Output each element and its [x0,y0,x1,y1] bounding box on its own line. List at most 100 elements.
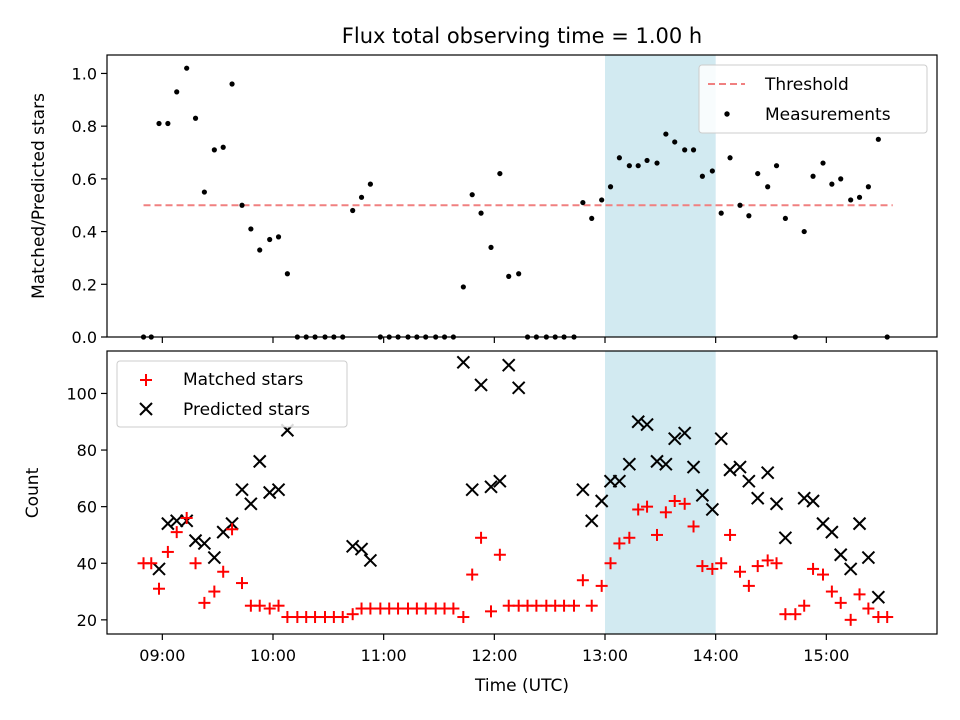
measurement-point [284,271,290,277]
counts-layer [137,355,894,626]
matched-star-point [761,554,774,567]
matched-star-point [457,611,470,624]
measurement-point [773,163,780,169]
matched-star-point [585,599,598,612]
measurement-point [718,210,724,216]
matched-star-point [715,557,728,570]
matched-star-point [226,523,239,536]
legend-measurements-swatch [724,111,730,117]
measurement-point [165,120,171,127]
matched-star-point [834,596,847,609]
predicted-star-point [622,457,637,471]
predicted-star-point [152,562,166,576]
matched-star-point [687,520,700,533]
y-tick-label: 0.4 [72,223,97,242]
matched-star-point [208,585,221,598]
measurement-point [782,215,788,222]
predicted-star-point [271,482,286,497]
matched-star-point [272,599,285,612]
predicted-star-point [253,454,267,469]
y-tick-label: 0.6 [72,170,97,189]
predicted-star-point [871,590,886,604]
measurement-point [765,184,771,190]
predicted-star-point [345,539,360,553]
measurement-point [229,81,235,87]
predicted-star-point [834,548,848,562]
matched-star-point [706,562,719,575]
matched-star-point [678,497,691,510]
measurement-point [239,202,245,208]
measurement-point [865,184,871,190]
bottom-x-axis-label: Time (UTC) [474,676,569,696]
measurement-point [267,236,273,243]
predicted-star-point [161,516,175,531]
matched-star-point [604,557,617,570]
matched-star-point [170,526,183,539]
predicted-star-point [612,474,627,488]
measurement-point [616,155,622,161]
predicted-star-point [197,536,212,551]
measurement-point [469,192,475,198]
top-y-axis-label: Matched/Predicted stars [29,93,49,299]
predicted-star-point [760,465,775,480]
predicted-star-point [502,358,516,372]
top-y-ticks: 0.0 0.2 0.4 0.6 0.8 1.0 [72,64,107,347]
predicted-star-point [686,460,701,474]
predicted-star-point [659,457,673,471]
matched-star-point [263,602,276,615]
measurement-point [626,163,632,169]
top-highlight-span [605,55,716,337]
measurement-point [654,160,660,166]
predicted-star-point [695,488,710,503]
measurement-point [875,136,881,142]
matched-star-point [161,545,174,558]
matched-star-point [485,605,498,618]
matched-star-point [668,494,681,507]
y-tick-label: 1.0 [72,64,97,83]
predicted-star-point [170,514,184,528]
predicted-star-point [594,494,609,508]
measurement-point [220,144,226,150]
matched-star-point [336,611,349,624]
measurement-point [727,155,733,161]
matched-star-point [807,562,820,575]
matched-star-point [346,608,359,621]
measurement-point [810,173,816,179]
matched-star-point [724,528,737,541]
measurement-point [460,284,466,290]
predicted-star-point [631,415,645,429]
matched-star-point [853,588,866,601]
measurement-point [801,228,807,235]
measurement-point [755,170,761,177]
predicted-star-point [465,482,479,497]
matched-star-point [576,574,589,587]
measurement-point [156,120,162,127]
measurement-point [848,197,854,203]
matched-star-point [632,503,645,516]
measurements-layer [140,65,890,340]
predicted-star-point [262,485,277,500]
predicted-star-point [244,497,258,511]
measurement-point [174,89,180,95]
measurement-point [516,271,522,277]
bottom-y-axis-label: Count [23,467,43,518]
bottom-panel: 20 40 60 80 100 09:00 10:00 11:00 12:00 13:00 14:… [23,350,938,696]
top-plot-frame [106,54,938,338]
matched-star-point [217,565,230,578]
predicted-star-point [650,454,664,469]
predicted-star-point [677,426,692,440]
y-tick-label: 40 [77,554,97,573]
predicted-star-point [484,480,498,494]
measurement-point [184,65,190,71]
measurement-point [201,189,207,195]
x-tick-label: 12:00 [471,646,517,665]
measurement-point [690,147,697,153]
measurement-point [635,163,641,169]
top-x-ticks [161,337,827,343]
matched-star-point [180,511,193,524]
measurement-point [580,199,586,206]
y-tick-label: 0.2 [72,275,97,294]
matched-star-point [798,599,811,612]
top-legend: Threshold Measurements [698,64,928,134]
measurement-point [644,157,650,164]
